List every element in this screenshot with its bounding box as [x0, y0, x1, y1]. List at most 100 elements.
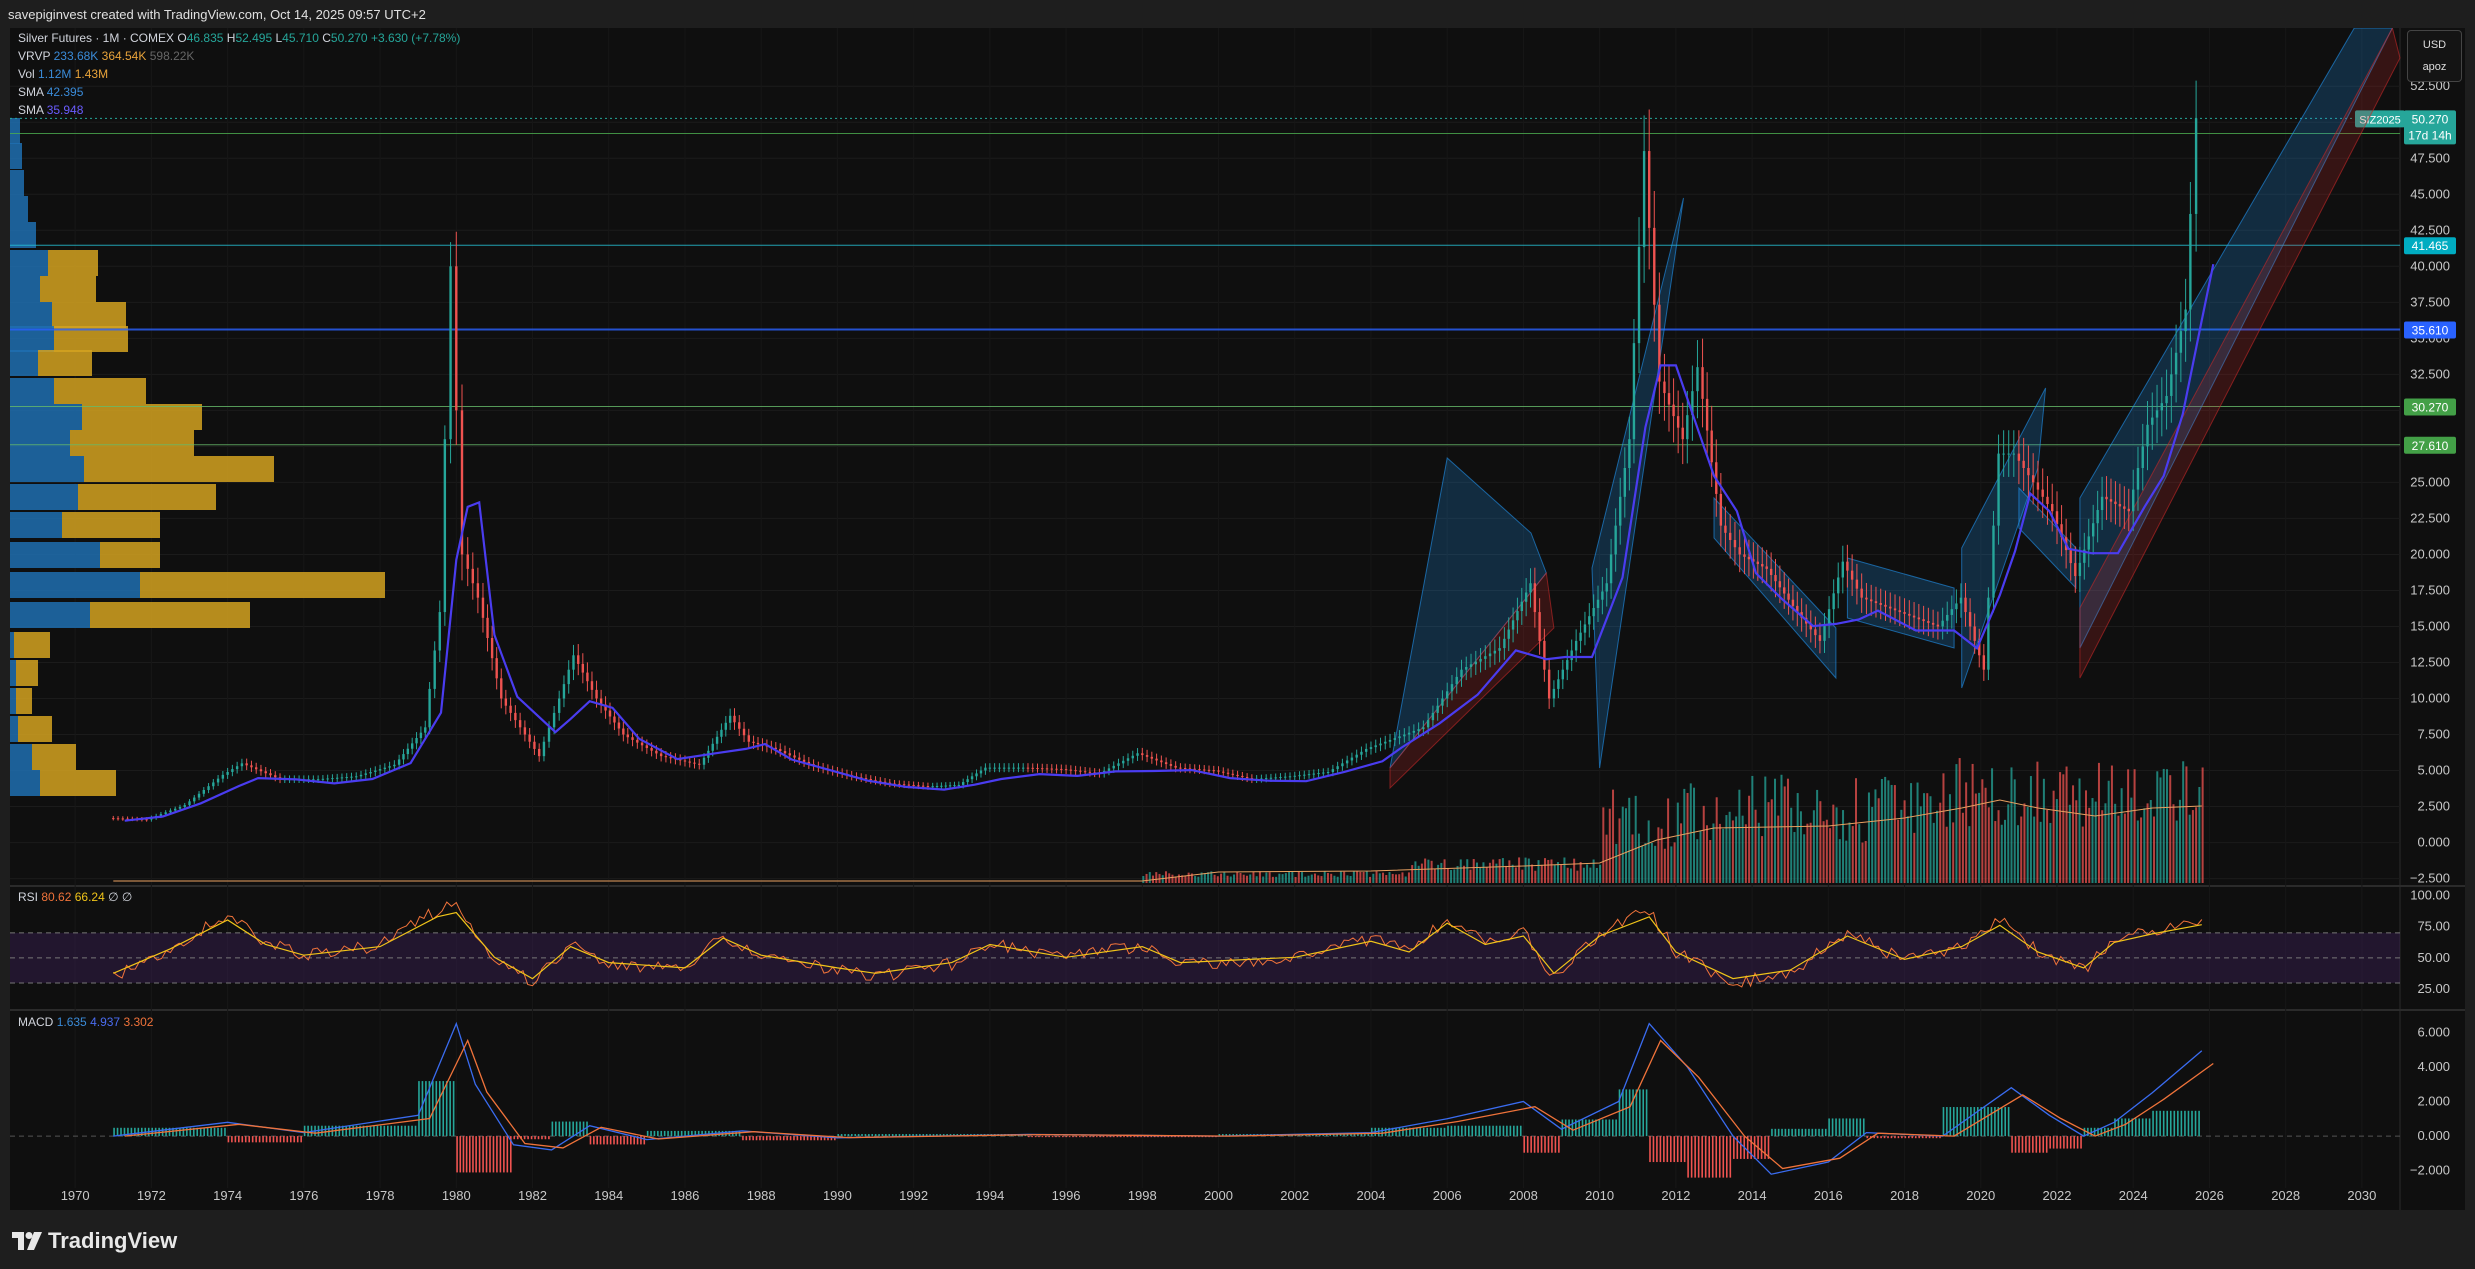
volume-bar	[1874, 789, 1876, 883]
macd-hist-bar	[2049, 1136, 2051, 1148]
macd-hist-bar	[1555, 1136, 1557, 1153]
candle-body	[966, 779, 968, 782]
volume-bar	[1800, 811, 1802, 883]
macd-hist-bar	[2145, 1118, 2147, 1136]
volume-bar	[2098, 763, 2100, 883]
macd-hist-bar	[1846, 1118, 1848, 1136]
macd-hist-bar	[1572, 1119, 1574, 1136]
candle-body	[716, 737, 718, 744]
candle-body	[1643, 151, 1645, 247]
candle-body	[379, 769, 381, 770]
macd-hist-bar	[610, 1136, 612, 1144]
candle-body	[1084, 771, 1086, 772]
macd-hist-bar	[1471, 1126, 1473, 1136]
volume-bar	[1939, 803, 1941, 883]
time-axis-tick: 2028	[2271, 1188, 2300, 1203]
volume-bar	[1819, 801, 1821, 883]
candle-body	[1232, 774, 1234, 775]
price-axis-tick: 12.500	[2410, 654, 2450, 669]
candle-body	[538, 749, 540, 756]
vp-bar-up	[10, 378, 54, 404]
volume-bar	[1771, 799, 1773, 883]
volume-bar	[1560, 865, 1562, 883]
vp-bar-down	[82, 404, 202, 430]
candle-body	[984, 768, 986, 771]
macd-hist-bar	[1433, 1128, 1435, 1136]
volume-bar	[1246, 876, 1248, 883]
rsi-axis-tick: 75.00	[2417, 919, 2450, 934]
volume-bar	[2121, 788, 2123, 883]
macd-hist-bar	[1416, 1128, 1418, 1136]
volume-bar	[1816, 790, 1818, 883]
volume-bar	[1583, 868, 1585, 883]
macd-hist-bar	[1052, 1136, 1054, 1137]
volume-bar	[1719, 824, 1721, 883]
time-axis-tick: 2010	[1585, 1188, 1614, 1203]
macd-hist-bar	[643, 1136, 645, 1144]
candle-body	[374, 771, 376, 772]
volume-bar	[1392, 874, 1394, 883]
candle-body	[1584, 624, 1586, 632]
legend-vrvp-v1: 233.68K	[54, 49, 99, 63]
macd-hist-bar	[1894, 1136, 1896, 1138]
macd-hist-bar	[1884, 1136, 1886, 1138]
macd-hist-bar	[377, 1126, 379, 1136]
volume-bar	[2101, 810, 2103, 883]
candle-body	[1456, 677, 1458, 684]
candle-body	[1783, 587, 1785, 593]
candle-body	[1379, 744, 1381, 746]
chart-area[interactable]: 52.50050.00047.50045.00042.50040.00037.5…	[10, 28, 2465, 1210]
candle-body	[1132, 756, 1134, 759]
candle-body	[2161, 403, 2163, 410]
vp-bar-up	[10, 456, 84, 482]
candle-body	[655, 751, 657, 754]
macd-hist-bar	[1832, 1118, 1834, 1136]
vp-bar-down	[40, 770, 116, 796]
macd-hist-bar	[541, 1136, 543, 1139]
legend-vrvp-v3: 598.22K	[150, 49, 195, 63]
macd-hist-bar	[562, 1122, 564, 1137]
macd-hist-bar	[217, 1128, 219, 1136]
macd-hist-bar	[1430, 1128, 1432, 1136]
candle-body	[1865, 598, 1867, 600]
candle-body	[198, 794, 200, 798]
macd-hist-bar	[384, 1126, 386, 1136]
volume-bar	[2198, 787, 2200, 883]
macd-hist-bar	[321, 1126, 323, 1136]
macd-hist-bar	[224, 1128, 226, 1136]
macd-hist-bar	[844, 1134, 846, 1136]
volume-bar	[1975, 794, 1977, 883]
macd-hist-bar	[2015, 1136, 2017, 1153]
candle-body	[1638, 247, 1640, 343]
vp-bar-down	[48, 250, 98, 276]
volume-bar	[1366, 871, 1368, 883]
macd-hist-bar	[2181, 1111, 2183, 1136]
time-axis-tick: 1998	[1128, 1188, 1157, 1203]
candle-body	[798, 758, 800, 760]
volume-bar	[1606, 835, 1608, 883]
candle-body	[1903, 612, 1905, 614]
candle-body	[1913, 616, 1915, 618]
volume-bar	[1379, 873, 1381, 883]
macd-hist-bar	[1687, 1136, 1689, 1178]
tradingview-logo[interactable]: TradingView	[12, 1228, 177, 1254]
candle-body	[1222, 772, 1224, 773]
volume-bar	[1385, 875, 1387, 883]
macd-hist-bar	[1385, 1128, 1387, 1136]
candle-body	[420, 733, 422, 738]
volume-bar	[1602, 807, 1604, 883]
volume-bar	[2179, 800, 2181, 883]
macd-hist-bar	[1970, 1107, 1972, 1136]
macd-hist-bar	[633, 1136, 635, 1144]
macd-hist-bar	[1805, 1129, 1807, 1136]
macd-hist-bar	[380, 1126, 382, 1136]
volume-bar	[2195, 807, 2197, 883]
candle-body	[1408, 733, 1410, 735]
macd-hist-bar	[513, 1136, 515, 1139]
macd-hist-bar	[1877, 1136, 1879, 1138]
candle-body	[1983, 655, 1985, 669]
currency-button[interactable]: USD apoz	[2407, 30, 2462, 82]
volume-bar	[1641, 846, 1643, 883]
candle-body	[1365, 749, 1367, 752]
chart-svg[interactable]: 52.50050.00047.50045.00042.50040.00037.5…	[10, 28, 2465, 1210]
